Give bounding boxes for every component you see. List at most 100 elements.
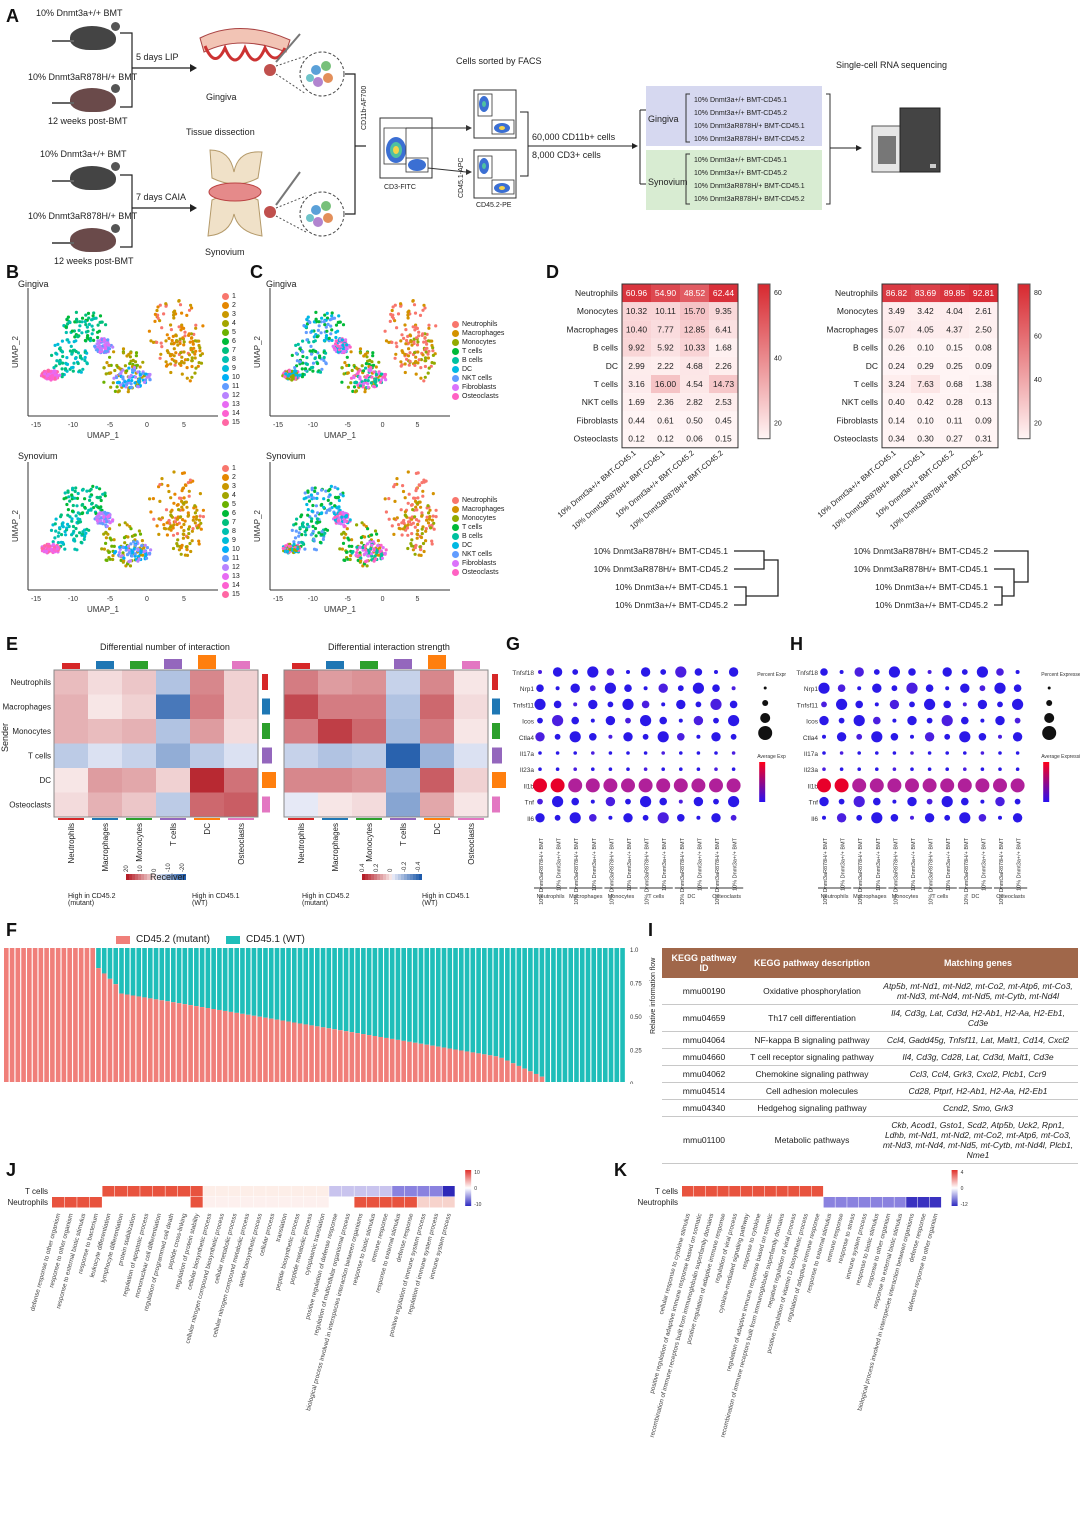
heatmap-value: 0.11 [947, 415, 963, 425]
heatmap-cell [680, 302, 709, 321]
umap-point [324, 336, 328, 340]
umap-point [112, 350, 116, 354]
wt-bar [303, 948, 309, 1025]
umap-point [290, 353, 294, 357]
group-label: DC [687, 894, 695, 900]
umap-point [374, 365, 378, 369]
sample-label: 10% Dnmt3a+/+ BMT-CD45.2 [694, 170, 787, 177]
umap-point [334, 339, 338, 343]
umap-point [424, 539, 428, 543]
umap-x-tick: -15 [31, 422, 41, 429]
enrichment-cell [430, 1186, 443, 1197]
interaction-cell [454, 768, 488, 793]
umap-point [351, 389, 355, 393]
umap-point [338, 508, 342, 512]
umap-point [85, 361, 89, 365]
umap-point [379, 543, 383, 547]
umap-point [418, 500, 422, 504]
umap-point [308, 320, 312, 325]
expression-dot [857, 751, 861, 755]
size-legend-dot [1047, 686, 1051, 690]
scrna-title: Single-cell RNA sequencing [836, 60, 948, 70]
umap-point [413, 546, 417, 550]
gene-label: Il1b [524, 783, 535, 790]
heatmap-cell [709, 338, 738, 357]
legend-label: 14 [232, 582, 240, 589]
dendrogram-branch [994, 568, 1015, 597]
interaction-cell [190, 694, 224, 719]
legend-item: Macrophages [452, 505, 504, 514]
enrichment-cell [178, 1197, 191, 1208]
colorbar [757, 283, 771, 440]
umap-point [197, 518, 201, 522]
mutant-bar [55, 948, 61, 1082]
interaction-cell [224, 694, 258, 719]
umap-point [155, 308, 159, 313]
umap-point [177, 508, 181, 512]
sender-label: T cells [28, 752, 51, 761]
umap-point [92, 338, 96, 342]
kegg-desc-cell: Metabolic pathways [746, 1116, 878, 1164]
interaction-cell [88, 694, 122, 719]
legend-gradient-cell [407, 874, 410, 880]
enrichment-cell [717, 1197, 729, 1208]
umap-point [173, 492, 177, 496]
umap-point [47, 369, 51, 373]
enrichment-cell [430, 1197, 443, 1208]
umap-point [77, 328, 81, 332]
kegg-genes-cell: Atp5b, mt-Nd1, mt-Nd2, mt-Co2, mt-Atp6, … [878, 978, 1078, 1005]
legend-dot [222, 581, 229, 589]
expression-dot [998, 751, 1002, 755]
mutant-bar [274, 1019, 280, 1082]
mouse-label-2: 10% Dnmt3aR878H/+ BMT [28, 72, 138, 82]
legend-item: 5 [222, 500, 240, 509]
umap-point [191, 350, 195, 354]
umap-point [75, 504, 79, 508]
umap-point [347, 538, 351, 542]
receiver-color-tag [322, 818, 348, 820]
interaction-cell [122, 694, 156, 719]
umap-point [193, 504, 197, 508]
heatmap-value: 3.42 [917, 306, 934, 316]
umap-point [201, 508, 205, 512]
interaction-cell [156, 694, 190, 719]
umap-point [431, 353, 435, 357]
umap-x-tick: -10 [68, 422, 78, 429]
kegg-desc-cell: T cell receptor signaling pathway [746, 1048, 878, 1066]
expression-dot [714, 767, 718, 771]
heatmap-cell [940, 393, 969, 412]
sample-label: 10% Dnmt3a+/+ BMT [841, 837, 847, 891]
umap-point [424, 359, 428, 363]
legend-label: 3 [232, 311, 236, 318]
umap-point [283, 375, 287, 379]
umap-point [129, 542, 133, 546]
wt-bar [124, 948, 130, 995]
gene-label: Il6 [811, 816, 818, 823]
legend-label: 4 [232, 320, 236, 327]
row-sum-bar [492, 747, 502, 764]
sample-label: 10% Dnmt3a+/+ BMT-CD45.2 [694, 110, 787, 117]
interaction-cell [454, 694, 488, 719]
column-sum-bar [232, 661, 250, 669]
e-xlabel: Receiver [150, 872, 186, 882]
wt-bar [510, 948, 516, 1064]
umap-point [179, 328, 183, 332]
heatmap-value: 2.82 [686, 397, 703, 407]
enrichment-cell [165, 1186, 178, 1197]
umap-point [424, 350, 428, 354]
umap-point [338, 547, 342, 551]
umap-x-tick: -15 [273, 596, 283, 603]
heatmap-frame [283, 669, 489, 818]
umap-point [108, 557, 112, 561]
umap-point [175, 503, 179, 507]
heatmap-value: 10.40 [626, 324, 648, 334]
umap-point [390, 340, 394, 344]
umap-point [133, 554, 137, 558]
enrichment-cell [115, 1186, 128, 1197]
mutant-bar [338, 1030, 343, 1082]
umap-point [183, 358, 188, 362]
interaction-cell [386, 670, 420, 695]
enrichment-cell [316, 1186, 329, 1197]
umap-point [402, 336, 406, 340]
mutant-bar [395, 1039, 401, 1082]
